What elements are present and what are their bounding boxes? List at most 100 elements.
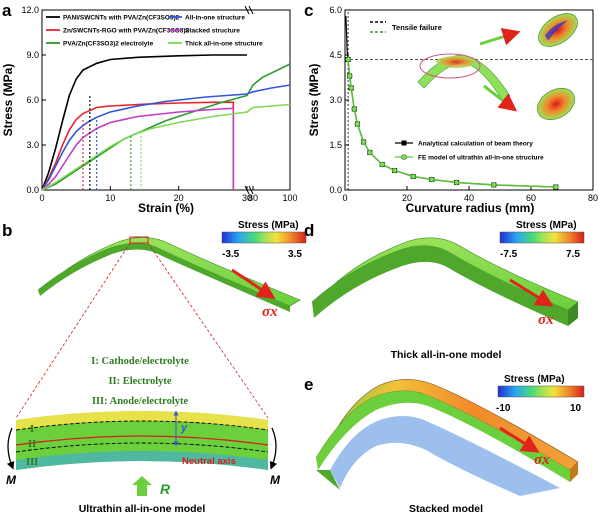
- panel-a-xlabel: Strain (%): [138, 201, 194, 215]
- panel-d-caption: Thick all-in-one model: [391, 349, 502, 361]
- panel-e: e Stress (MPa) -10 10 σx Stacked model: [304, 374, 585, 515]
- series-1-point: [391, 167, 398, 174]
- panel-e-sigma: σx: [534, 452, 550, 468]
- stacked-beam-3d: σx: [315, 379, 579, 496]
- series-line-3: [41, 84, 291, 191]
- x-tick-label: 30: [242, 193, 252, 203]
- panel-d-letter: d: [304, 221, 314, 240]
- panel-e-colorbar-min: -10: [496, 403, 511, 414]
- series-1-point: [553, 184, 559, 190]
- series-1-point: [453, 179, 460, 186]
- series-1-point: [351, 106, 357, 112]
- series-1-point: [346, 73, 353, 79]
- panel-c-letter: c: [304, 1, 313, 20]
- panel-b: b Stress (MPa) -3.5 3.5 σx I: Cathode/el…: [2, 220, 307, 515]
- panel-b-colorbar-max: 3.5: [288, 249, 302, 260]
- panel-b-colorbar-min: -3.5: [222, 249, 240, 260]
- panel-e-letter: e: [304, 375, 313, 394]
- panel-c: c 0 20 40 60 80 0.0 1.5 3.0 4.5 6.0 Tensile failu…: [304, 1, 598, 215]
- y-label: y: [180, 422, 188, 434]
- legend-label-2: PVA/Zn(CF3SO3)2 electrolyte: [63, 41, 154, 48]
- series-line-1: [347, 59, 556, 188]
- panel-c-plot: 0 20 40 60 80 0.0 1.5 3.0 4.5 6.0: [329, 5, 598, 203]
- x-tick-label: 100: [282, 193, 297, 203]
- y-tick-label: 6.0: [26, 95, 39, 105]
- x-tick-label: 80: [588, 193, 598, 203]
- panel-d-sigma: σx: [538, 312, 554, 328]
- legend-label-0: Analytical calculation of beam theory: [418, 141, 533, 148]
- thick-beam-3d: σx: [311, 237, 579, 328]
- x-tick-label: 80: [248, 193, 258, 203]
- region-label-1: I: Cathode/electrolyte: [91, 356, 189, 367]
- x-tick-label: 0: [39, 193, 44, 203]
- panel-d-colorbar-min: -7.5: [500, 249, 518, 260]
- legend-label-0: PANI/SWCNTs with PVA/Zn(CF3SO3)2: [63, 15, 180, 22]
- series-1-point: [345, 56, 351, 63]
- inset-beam-sketch: [417, 13, 578, 121]
- series-1-point: [348, 85, 354, 91]
- y-tick-label: 12.0: [21, 5, 39, 15]
- panel-b-letter: b: [2, 221, 12, 240]
- panel-d-colorbar-max: 7.5: [566, 249, 580, 260]
- x-tick-label: 20: [402, 193, 412, 203]
- x-tick-label: 60: [526, 193, 536, 203]
- panel-d-colorbar: [499, 231, 585, 244]
- series-1-point: [354, 121, 361, 127]
- y-tick-label: 4.5: [329, 50, 342, 60]
- legend-label-5: Thick all-in-one structure: [185, 41, 263, 48]
- panel-a-legend: PANI/SWCNTs with PVA/Zn(CF3SO3)2 Zn/SWCNT…: [46, 15, 263, 48]
- panel-c-xlabel: Curvature radius (mm): [406, 201, 535, 215]
- panel-e-colorbar-title: Stress (MPa): [504, 374, 565, 385]
- axis-break-marks: [244, 5, 254, 195]
- panel-e-colorbar: [497, 385, 585, 398]
- panel-b-caption: Ultrathin all-in-one model: [79, 503, 206, 515]
- legend-label-4: Stacked structure: [185, 28, 240, 35]
- tensile-failure-legend: Tensile failure: [370, 21, 442, 33]
- region-label-3: III: Anode/electrolyte: [92, 396, 189, 407]
- ultrathin-beam-3d: σx: [37, 236, 301, 320]
- series-line-4: [41, 107, 235, 191]
- reaction-arrow: [132, 476, 152, 496]
- series-1-point: [360, 139, 367, 145]
- series-1-point: [491, 182, 497, 188]
- legend-marker-0: [401, 140, 407, 146]
- moment-right: M: [270, 473, 281, 487]
- region-label-2: II: Electrolyte: [108, 376, 171, 387]
- series-line-0: [41, 54, 247, 191]
- x-tick-label: 10: [105, 193, 115, 203]
- x-tick-label: 0: [342, 193, 347, 203]
- legend-label-3: All-in-one structure: [185, 15, 245, 22]
- series-line-2: [41, 63, 291, 191]
- panel-b-colorbar-title: Stress (MPa): [238, 220, 299, 231]
- y-tick-label: 9.0: [26, 50, 39, 60]
- panel-e-caption: Stacked model: [409, 503, 483, 515]
- panel-d-colorbar-title: Stress (MPa): [516, 220, 577, 231]
- panel-c-legend: Analytical calculation of beam theory FE …: [395, 140, 544, 162]
- series-1-point: [410, 173, 416, 180]
- y-tick-label: 0.0: [26, 185, 39, 195]
- legend-marker-1: [401, 154, 407, 160]
- reaction-label: R: [160, 481, 171, 497]
- series-1-point: [367, 149, 373, 156]
- panel-c-ylabel: Stress (MPa): [307, 64, 321, 137]
- tensile-failure-label: Tensile failure: [392, 23, 442, 32]
- layer-label-2: II: [28, 439, 36, 450]
- panel-b-sigma: σx: [262, 304, 278, 320]
- y-tick-label: 6.0: [329, 5, 342, 15]
- legend-label-1: Zn/SWCNTs-RGO with PVA/Zn(CF3SO3)2: [63, 28, 190, 35]
- panel-d: d Stress (MPa) -7.5 7.5 σx Thick all-in-…: [304, 220, 585, 361]
- legend-label-1: FE model of ultrathin all-in-one structu…: [418, 155, 544, 162]
- layer-label-3: III: [26, 457, 38, 468]
- x-tick-label: 40: [464, 193, 474, 203]
- beam-cross-section: I II III y Neutral axis: [15, 410, 269, 470]
- panel-e-colorbar-max: 10: [570, 403, 582, 414]
- panel-b-colorbar: [221, 231, 307, 244]
- panel-a-ylabel: Stress (MPa): [1, 64, 15, 137]
- y-tick-label: 1.5: [329, 140, 342, 150]
- panel-a-frame: [41, 9, 291, 191]
- moment-left: M: [6, 473, 17, 487]
- x-tick-label: 20: [174, 193, 184, 203]
